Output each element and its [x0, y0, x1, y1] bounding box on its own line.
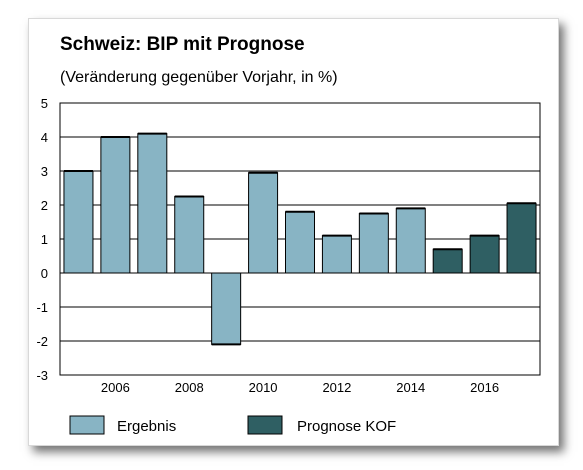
- legend-label-ergebnis: Ergebnis: [117, 418, 176, 435]
- bar-2009: [211, 272, 242, 345]
- bar-2005: [63, 170, 94, 274]
- x-tick-label: 2014: [396, 380, 425, 395]
- x-tick-label: 2006: [101, 380, 130, 395]
- bar-2011: [285, 211, 315, 274]
- bar-2006: [100, 136, 131, 274]
- y-tick-label: 0: [41, 266, 48, 281]
- y-axis-ticks: 5 4 3 2 1 0 -1 -2 -3: [36, 96, 48, 383]
- y-tick-label: -1: [36, 300, 48, 315]
- bar-2017: [506, 202, 537, 274]
- x-tick-label: 2016: [470, 380, 499, 395]
- legend-swatch-prognose: [247, 415, 283, 435]
- bar-2016: [469, 235, 500, 274]
- bar-2014: [395, 207, 426, 274]
- x-axis-ticks: 2006 2008 2010 2012 2014 2016: [101, 380, 499, 395]
- chart-title: Schweiz: BIP mit Prognose: [60, 34, 305, 55]
- y-tick-label: -2: [36, 334, 48, 349]
- x-tick-label: 2012: [322, 380, 351, 395]
- legend: Ergebnis Prognose KOF: [69, 415, 396, 435]
- y-tick-label: 1: [41, 232, 48, 247]
- bar-2008: [174, 196, 205, 274]
- bar-2013: [358, 213, 389, 274]
- y-tick-label: 2: [41, 198, 48, 213]
- plot-frame: [59, 102, 541, 376]
- x-tick-label: 2010: [249, 380, 278, 395]
- y-tick-label: 3: [41, 164, 48, 179]
- legend-label-prognose: Prognose KOF: [297, 418, 396, 435]
- y-tick-label: 4: [41, 130, 48, 145]
- y-tick-label: -3: [36, 368, 48, 383]
- bar-2015: [432, 248, 463, 274]
- legend-swatch-ergebnis: [69, 415, 105, 435]
- bars: [63, 132, 537, 346]
- bar-2007: [137, 133, 168, 274]
- x-tick-label: 2008: [175, 380, 204, 395]
- bar-2012: [321, 235, 352, 274]
- bar-2010: [248, 172, 279, 274]
- chart-subtitle: (Veränderung gegenüber Vorjahr, in %): [60, 69, 338, 86]
- y-tick-label: 5: [41, 96, 48, 111]
